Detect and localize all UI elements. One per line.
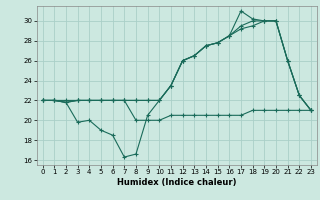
X-axis label: Humidex (Indice chaleur): Humidex (Indice chaleur)	[117, 178, 236, 187]
